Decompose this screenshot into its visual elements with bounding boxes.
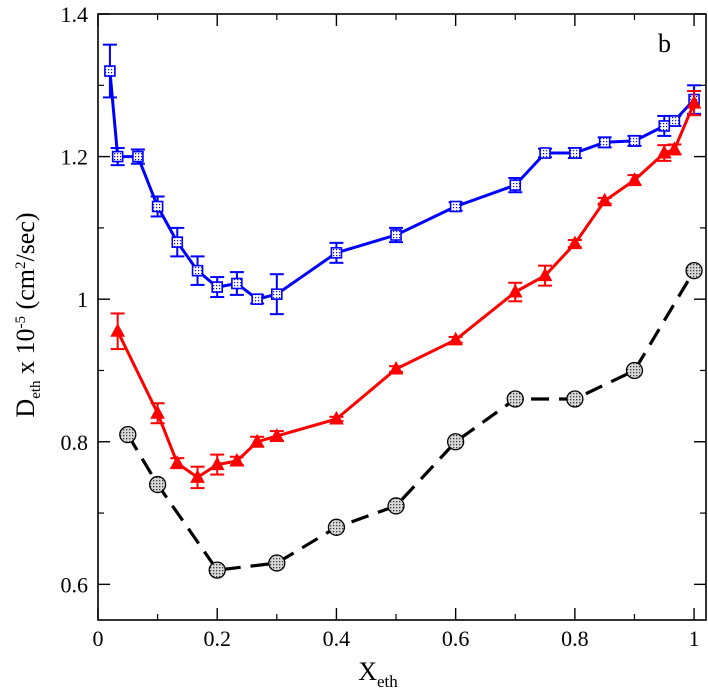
x-axis-label-sub: eth: [377, 672, 398, 691]
data-point: [625, 361, 644, 380]
data-point: [567, 235, 583, 250]
data-point: [668, 115, 681, 127]
x-axis-label: Xeth: [358, 657, 398, 691]
data-point: [268, 554, 286, 572]
data-point: [251, 293, 263, 305]
data-point: [330, 247, 343, 259]
data-point: [388, 360, 404, 375]
data-point: [329, 410, 344, 425]
y-axis-label-unit-sup: 2: [13, 262, 29, 270]
y-tick-label: 0.6: [61, 572, 89, 597]
y-tick-label: 0.8: [61, 430, 89, 455]
plot-frame: [97, 13, 707, 621]
data-point: [132, 150, 144, 163]
data-point: [190, 469, 205, 483]
data-point: [211, 281, 224, 293]
data-point: [269, 428, 285, 442]
data-point: [119, 425, 137, 444]
series-red-triangles: [110, 89, 702, 490]
data-point: [539, 147, 551, 159]
y-tick-label: 1: [77, 287, 88, 312]
y-tick-label: 1.2: [61, 145, 89, 170]
data-point: [208, 561, 226, 579]
series-line-red-triangles: [116, 102, 696, 479]
data-point: [656, 144, 672, 159]
data-point: [229, 452, 245, 467]
y-axis-label-unit-open: (cm: [11, 269, 40, 316]
data-point: [390, 229, 402, 241]
data-point: [191, 264, 204, 277]
data-point: [628, 135, 641, 147]
x-tick-label: 0: [93, 626, 104, 651]
x-tick-label: 0.6: [442, 626, 470, 651]
data-point: [271, 288, 283, 300]
y-axis-label-unit-close: /sec): [11, 212, 40, 261]
data-point: [627, 172, 642, 186]
data-point: [231, 277, 243, 290]
data-point: [569, 147, 581, 159]
x-tick-label: 1: [689, 626, 700, 651]
data-point: [598, 136, 611, 149]
data-point: [111, 150, 124, 163]
data-point: [658, 120, 671, 132]
y-tick-label: 1.4: [61, 2, 89, 27]
y-axis-label-main: D: [11, 399, 40, 418]
series-grey-circles: [119, 262, 703, 579]
series-line-grey-circles: [126, 269, 696, 572]
panel-label: b: [658, 29, 671, 58]
data-point: [387, 497, 405, 515]
x-tick-label: 0.8: [561, 626, 589, 651]
data-point: [151, 200, 164, 213]
data-point: [448, 331, 463, 346]
y-axis-label-sup: -5: [13, 316, 29, 329]
y-axis-label: Deth x 10-5 (cm2/sec): [11, 212, 44, 417]
data-point: [148, 475, 167, 494]
data-point: [506, 390, 524, 408]
data-point: [104, 65, 116, 77]
data-point: [169, 455, 185, 469]
data-point: [209, 456, 225, 471]
data-point: [566, 390, 584, 408]
data-point: [327, 518, 346, 536]
data-point: [685, 262, 703, 280]
y-axis-label-mid: x 10: [11, 328, 40, 380]
series-layer: [102, 43, 703, 579]
data-point: [110, 323, 126, 337]
x-tick-label: 0.4: [323, 626, 351, 651]
data-point: [509, 179, 522, 191]
x-axis-label-main: X: [358, 657, 377, 686]
data-point: [686, 95, 702, 109]
data-point: [446, 433, 465, 451]
data-point: [249, 433, 265, 448]
data-point: [597, 192, 613, 207]
data-point: [449, 200, 462, 213]
y-axis-label-sub: eth: [28, 380, 44, 399]
data-point: [171, 236, 184, 248]
series-blue-squares: [102, 43, 702, 316]
axes-layer: 0 0.2 0.4 0.6 0.8 1 0.6 0.8 1 1.2 1.4: [61, 2, 706, 651]
x-tick-label: 0.2: [203, 626, 231, 651]
data-point: [507, 283, 523, 298]
data-point: [667, 141, 682, 155]
data-point: [150, 405, 165, 419]
data-point: [537, 267, 553, 282]
